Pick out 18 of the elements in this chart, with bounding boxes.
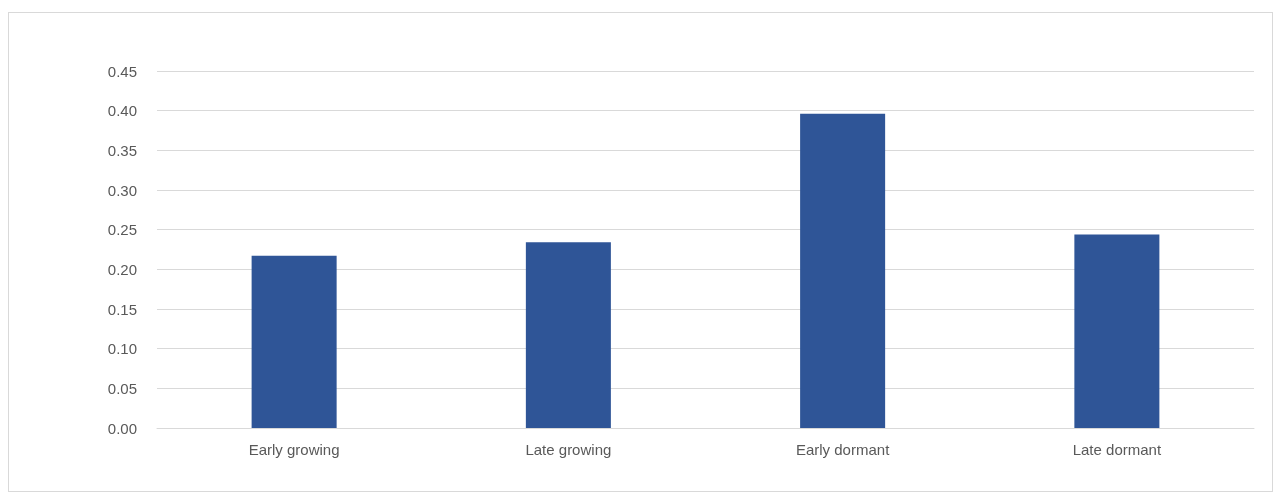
y-tick-label: 0.30 [107,181,137,199]
bar [800,113,886,428]
x-tick-label: Late dormant [1072,441,1162,458]
y-tick-label: 0.05 [107,379,137,397]
x-tick-label: Early dormant [795,441,891,458]
y-tick-label: 0.10 [107,340,137,358]
y-tick-label: 0.25 [107,221,137,239]
y-tick-label: 0.35 [107,141,137,159]
bar [525,242,611,428]
y-tick-label: 0.15 [107,300,137,318]
x-tick-label: Late growing [525,441,612,458]
x-tick-label: Early growing [248,441,340,458]
bar [251,255,337,428]
y-tick-label: 0.40 [107,102,137,120]
y-tick-label: 0.20 [107,260,137,278]
y-tick-label: 0.45 [107,62,137,80]
bar [1074,234,1160,428]
y-tick-label: 0.00 [107,419,137,437]
